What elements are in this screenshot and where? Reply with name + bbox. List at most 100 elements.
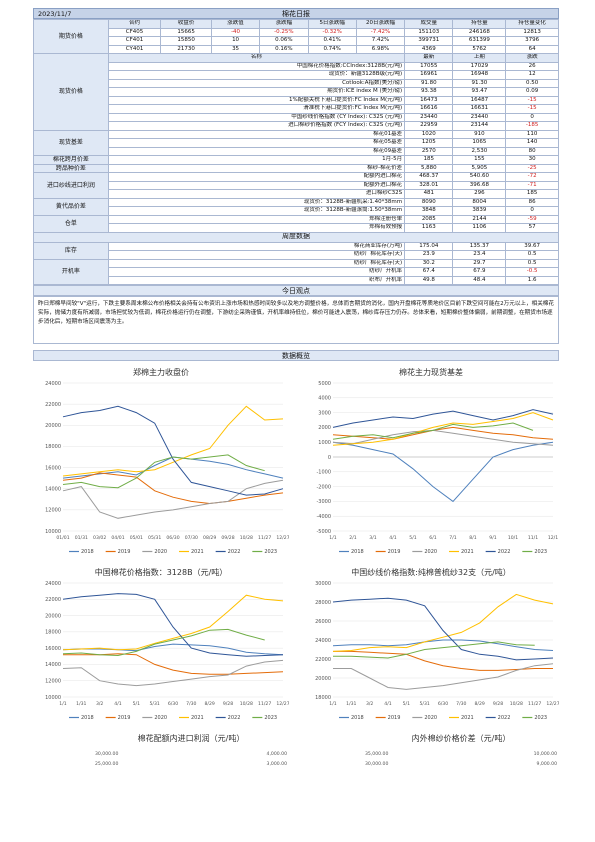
series-line-2022 xyxy=(332,409,554,428)
table-cell: 110 xyxy=(505,129,559,139)
x-tick-label: 1/1 xyxy=(329,535,336,541)
x-tick-label: 5/1 xyxy=(133,701,140,707)
y-tick-label: 3000 xyxy=(318,410,331,416)
x-tick-label: 12/27 xyxy=(546,701,559,707)
table-cell: 481 xyxy=(404,189,454,199)
table-cell: 10 xyxy=(210,36,261,46)
table-cell: 1065 xyxy=(452,138,507,148)
y-tick-label: 22000 xyxy=(315,657,331,663)
table-cell: -25 xyxy=(505,163,559,173)
table-cell: 6.98% xyxy=(355,44,406,54)
futures-header-row: 期货价格 合约 收盘价 涨跌值 涨跌幅 5日涨跌幅 20日涨跌幅 成交量 持仓量 持仓量变化 xyxy=(33,19,559,54)
x-tick-label: 3/2 xyxy=(366,701,373,707)
table-cell: 1205 xyxy=(404,138,454,148)
table-cell: 1020 xyxy=(404,129,454,139)
table-cell: 39.67 xyxy=(505,241,559,251)
x-tick-label: 12/27 xyxy=(276,535,289,541)
spot-row: 1%配额关税下港口提货价:FC Index M(元/吨) 16473 16487 -1… xyxy=(34,95,559,105)
x-tick-label: 09/28 xyxy=(221,535,234,541)
legend-label: 2023 xyxy=(534,715,547,721)
table-cell: 12 xyxy=(505,70,559,80)
weekly-title-row: 周度数据 xyxy=(33,231,559,243)
series-line-2020 xyxy=(333,663,554,690)
table-cell: -0.5 xyxy=(505,267,559,277)
table-cell: 17029 xyxy=(452,61,507,71)
x-tick-label: 12/27 xyxy=(276,701,289,707)
table-cell: 93.47 xyxy=(452,87,507,97)
weekly-title: 周度数据 xyxy=(33,231,559,243)
table-cell: 29.7 xyxy=(452,258,507,268)
x-tick-label: 01/01 xyxy=(56,535,69,541)
x-tick-label: 4/1 xyxy=(114,701,121,707)
column-header: 上期 xyxy=(452,53,507,63)
x-tick-label: 7/30 xyxy=(456,701,466,707)
table-cell: 0 xyxy=(505,112,559,122)
legend-label: 2023 xyxy=(264,715,277,721)
y-tick-label: 22000 xyxy=(45,402,61,408)
table-cell: 17055 xyxy=(404,61,454,71)
table-cell: 328.01 xyxy=(404,180,454,190)
table-cell: 23440 xyxy=(404,112,454,122)
legend-label: 2018 xyxy=(351,549,364,555)
legend-label: 2022 xyxy=(228,715,241,721)
table-cell: -40 xyxy=(210,27,261,37)
chart-svg: 30,000.00 25,000.00 4,000.00 3,000.00 xyxy=(95,751,287,767)
table-cell: 2,530 xyxy=(452,146,507,156)
column-header: 最新 xyxy=(404,53,454,63)
legend-label: 2021 xyxy=(461,549,474,555)
table-cell: 21730 xyxy=(160,44,212,54)
table-cell: 540.60 xyxy=(452,172,507,182)
x-tick-label: 11/27 xyxy=(258,701,271,707)
column-header: 涨跌 xyxy=(505,53,559,63)
table-cell: 5762 xyxy=(452,44,507,54)
x-tick-label: 5/31 xyxy=(150,701,160,707)
row-label: 棉花09基差 xyxy=(107,146,406,156)
series-line-2018 xyxy=(62,643,284,656)
series-line-2021 xyxy=(62,405,284,477)
chart-title: 内外棉纱价格价差（元/吨） xyxy=(411,734,511,743)
table-cell: 23440 xyxy=(452,112,507,122)
series-line-2020 xyxy=(332,429,554,446)
x-tick-label: 6/30 xyxy=(168,701,178,707)
row-label: 1月-5月 xyxy=(107,155,406,165)
table-cell: CY401 xyxy=(107,44,162,54)
row-label: 棉花05基差 xyxy=(107,138,406,148)
y-tick-label: 0 xyxy=(328,455,331,461)
row-label: 中国棉花价格指数:CCIndex:3128B(元/吨) xyxy=(107,61,406,71)
x-tick-label: 8/1 xyxy=(469,535,476,541)
table-cell: 12813 xyxy=(505,27,559,37)
y-tick-label: 18000 xyxy=(315,695,331,701)
x-tick-label: 11/27 xyxy=(528,701,541,707)
table-cell: 80 xyxy=(505,146,559,156)
x-tick-label: 2/1 xyxy=(349,535,356,541)
table-cell: 86 xyxy=(505,197,559,207)
y-tick-label: 28000 xyxy=(315,600,331,606)
y-tick-label: 14000 xyxy=(45,487,61,493)
table-cell: 67.4 xyxy=(404,267,454,277)
table-cell: 296 xyxy=(452,189,507,199)
table-cell: 2570 xyxy=(404,146,454,156)
chart-3: 中国棉花价格指数：3128B（元/吨） 24000 22000 20000 18000 1… xyxy=(33,565,289,727)
series-line-2019 xyxy=(333,650,553,671)
y-tick-label: 24000 xyxy=(315,638,331,644)
spread_month-row: 棉花跨月价差 1月-5月 185 155 30 xyxy=(33,155,559,165)
table-cell: 1106 xyxy=(452,223,507,233)
table-cell: 22959 xyxy=(404,121,454,131)
report-header: 2023/11/7 棉花日报 xyxy=(33,8,559,19)
x-tick-label: 8/29 xyxy=(205,701,215,707)
legend-label: 2021 xyxy=(191,549,204,555)
table-cell: -0.32% xyxy=(307,27,357,37)
series-line-2023 xyxy=(332,422,534,440)
row-label: 棉花01基差 xyxy=(107,129,406,139)
table-cell: 2085 xyxy=(404,214,454,224)
basis-row: 现货基差 棉花01基差 1020 910 110 xyxy=(33,129,559,156)
section-label-spread_month: 棉花跨月价差 xyxy=(33,155,109,165)
x-tick-label: 7/1 xyxy=(449,535,456,541)
row-label: 配额内进口棉花 xyxy=(107,172,406,182)
y-tick-label: -1000 xyxy=(316,470,331,476)
x-tick-label: 04/01 xyxy=(111,535,124,541)
legend-label: 2022 xyxy=(498,715,511,721)
x-tick-label: 7/30 xyxy=(186,701,196,707)
row-label: 中国纱线价格指数 (CY Index): C32S (元/吨) xyxy=(107,112,406,122)
y-tick-label: 20000 xyxy=(315,676,331,682)
